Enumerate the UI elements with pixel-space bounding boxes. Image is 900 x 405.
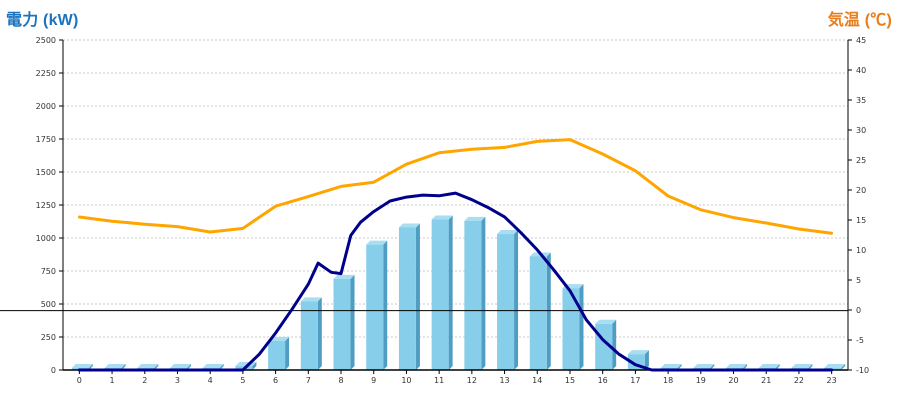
x-tick-label: 7: [306, 376, 311, 385]
left-axis-title: 電力 (kW): [6, 12, 79, 29]
bar-top: [497, 230, 519, 235]
right-axis-title: 気温 (℃): [827, 12, 892, 29]
left-tick-label: 1500: [36, 168, 56, 177]
bar-top: [726, 364, 748, 368]
bar-top: [71, 364, 93, 368]
bar-top: [202, 364, 224, 368]
bar: [464, 220, 482, 370]
temperature-line: [77, 138, 834, 235]
x-tick-label: 10: [401, 376, 411, 385]
x-tick-label: 22: [794, 376, 804, 385]
x-tick-label: 2: [142, 376, 147, 385]
power-line: [77, 191, 834, 372]
bar-side: [514, 230, 519, 370]
bar-side: [350, 274, 355, 370]
x-tick-label: 20: [728, 376, 738, 385]
left-tick-label: 2500: [36, 36, 56, 45]
x-tick-label: 13: [499, 376, 509, 385]
right-tick-label: -5: [856, 336, 864, 345]
x-tick-label: 11: [434, 376, 444, 385]
x-tick-label: 9: [371, 376, 376, 385]
x-tick-label: 18: [663, 376, 673, 385]
bar: [366, 244, 384, 370]
bar-side: [546, 252, 551, 370]
left-tick-label: 1250: [36, 201, 56, 210]
bar-top: [595, 319, 617, 324]
bar-top: [464, 216, 486, 221]
bar-top: [398, 223, 420, 228]
x-tick-label: 15: [565, 376, 575, 385]
bar-side: [252, 362, 257, 370]
x-tick-label: 6: [273, 376, 278, 385]
bar-top: [104, 364, 126, 368]
x-tick-label: 23: [827, 376, 837, 385]
bar-side: [415, 223, 420, 370]
bar-side: [579, 284, 584, 370]
bar-side: [481, 216, 486, 370]
x-tick-label: 1: [110, 376, 115, 385]
right-tick-label: 0: [856, 306, 861, 315]
bar-side: [644, 350, 649, 370]
left-tick-label: 2000: [36, 102, 56, 111]
bar-top: [300, 297, 322, 302]
right-tick-label: 45: [856, 36, 866, 45]
x-tick-label: 5: [240, 376, 245, 385]
left-tick-label: 500: [41, 300, 56, 309]
right-tick-label: 20: [856, 186, 866, 195]
bar: [431, 219, 449, 370]
x-tick-label: 3: [175, 376, 180, 385]
right-tick-label: 10: [856, 246, 866, 255]
x-tick-label: 14: [532, 376, 542, 385]
x-tick-label: 16: [598, 376, 608, 385]
bar-top: [824, 364, 846, 368]
x-tick-label: 21: [761, 376, 771, 385]
right-tick-label: 5: [856, 276, 861, 285]
left-tick-label: 2250: [36, 69, 56, 78]
right-tick-label: 15: [856, 216, 866, 225]
bar: [398, 227, 416, 370]
right-tick-label: -10: [856, 366, 869, 375]
left-tick-label: 250: [41, 333, 56, 342]
bar-side: [285, 336, 290, 370]
right-tick-label: 35: [856, 96, 866, 105]
bar: [497, 234, 515, 370]
left-tick-label: 1750: [36, 135, 56, 144]
bar-side: [383, 240, 388, 370]
x-tick-label: 19: [696, 376, 706, 385]
bar: [529, 256, 547, 370]
bar: [562, 288, 580, 370]
x-tick-label: 17: [630, 376, 640, 385]
bar-side: [612, 319, 617, 370]
x-tick-label: 0: [77, 376, 82, 385]
left-tick-label: 1000: [36, 234, 56, 243]
bar-top: [169, 364, 191, 368]
x-tick-label: 12: [467, 376, 477, 385]
bar-top: [431, 215, 453, 220]
x-tick-label: 4: [208, 376, 213, 385]
bar: [333, 278, 351, 370]
bar-top: [758, 364, 780, 368]
bar: [268, 340, 286, 370]
bar-top: [627, 350, 649, 355]
bar-top: [791, 364, 813, 368]
right-tick-label: 40: [856, 66, 866, 75]
bar-top: [366, 240, 388, 245]
bar-top: [333, 274, 355, 279]
bar-top: [137, 364, 159, 368]
bar-top: [693, 364, 715, 368]
left-tick-label: 750: [41, 267, 56, 276]
bar-side: [448, 215, 453, 370]
right-tick-label: 25: [856, 156, 866, 165]
bar-side: [841, 364, 846, 370]
left-tick-label: 0: [51, 366, 56, 375]
bar: [300, 301, 318, 370]
x-tick-label: 8: [338, 376, 343, 385]
right-tick-label: 30: [856, 126, 866, 135]
bar-top: [660, 364, 682, 368]
bar-side: [317, 297, 322, 370]
